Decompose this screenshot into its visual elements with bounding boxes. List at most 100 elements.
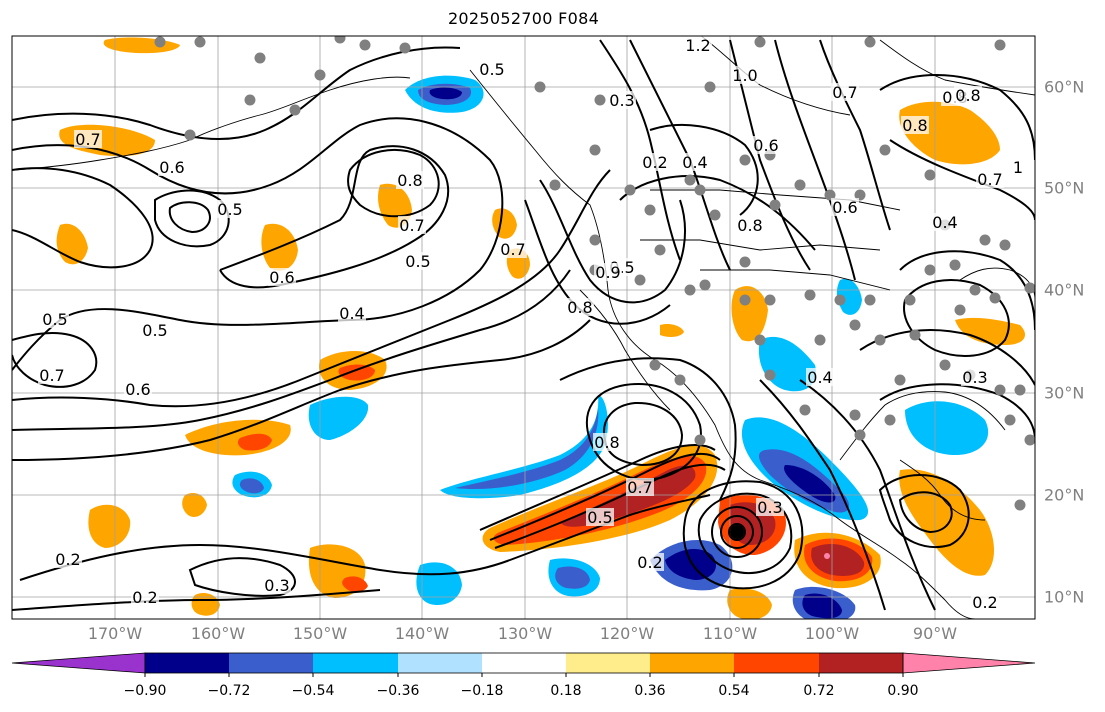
station-dot <box>589 234 601 246</box>
station-dot <box>1004 414 1016 426</box>
contour-label-bg <box>478 60 506 78</box>
contour-label-bg <box>41 310 69 328</box>
station-dot <box>854 429 866 441</box>
colorbar-tick-label: 0.36 <box>634 683 666 699</box>
lat-label: 30°N <box>1044 383 1085 403</box>
contour-label-bg <box>158 158 186 176</box>
station-dot <box>864 294 876 306</box>
contour-label-bg <box>636 553 664 571</box>
station-dot <box>684 284 696 296</box>
contour-label: 0.7 <box>399 216 424 235</box>
contour-label: 0.3 <box>609 91 634 110</box>
contour-label: 1 <box>1013 158 1023 177</box>
contour-label-bg <box>684 36 712 54</box>
station-dot <box>654 244 666 256</box>
colorbar-segment <box>229 653 313 673</box>
colorbar-extend-min <box>11 652 146 674</box>
contour-labels: 1.2 1.0 0.5 0.8 0.7 0.6 0.5 0.6 0.8 0.7 0.5 0.4 0.5 0… <box>38 36 1032 612</box>
station-dot <box>924 264 936 276</box>
contour-label: 1.2 <box>685 36 710 55</box>
station-dot <box>184 129 196 141</box>
contour-label-bg <box>1004 158 1032 176</box>
station-dot <box>969 284 981 296</box>
station-dot <box>674 374 686 386</box>
contour-label: 0.4 <box>339 304 364 323</box>
lat-label: 50°N <box>1044 178 1085 198</box>
colorbar-tick-label: −0.72 <box>207 683 251 699</box>
contour-label-bg <box>216 200 244 218</box>
station-dot <box>864 36 876 48</box>
contour-label: 0.6 <box>832 198 857 217</box>
contour-label: 0.8 <box>397 171 422 190</box>
contour-label-bg <box>831 83 859 101</box>
station-dot <box>699 279 711 291</box>
station-dot <box>764 369 776 381</box>
lon-label: 100°W <box>804 624 860 643</box>
lon-label: 170°W <box>87 624 143 643</box>
contour-label: 0.2 <box>55 550 80 569</box>
station-dot <box>894 374 906 386</box>
contour-label: 0.6 <box>159 158 184 177</box>
station-dot <box>879 144 891 156</box>
station-dot <box>1014 384 1026 396</box>
contour-label: 0.9 <box>595 263 620 282</box>
contour-label-bg <box>141 321 169 339</box>
station-dot <box>949 259 961 271</box>
station-dot <box>989 292 1001 304</box>
contour-label-bg <box>566 298 594 316</box>
station-dot <box>534 81 546 93</box>
station-dot <box>979 234 991 246</box>
contour-label-bg <box>806 368 834 386</box>
station-dot <box>909 329 921 341</box>
colorbar-tick-label: −0.54 <box>291 683 335 699</box>
contour-label: 0.7 <box>627 478 652 497</box>
station-dot <box>1024 282 1035 294</box>
station-markers <box>154 36 1035 511</box>
station-dot <box>624 184 636 196</box>
contour-label: 1.0 <box>732 66 757 85</box>
contour-label-bg <box>961 368 989 386</box>
contour-label-bg <box>263 576 291 594</box>
station-dot <box>924 169 936 181</box>
contour-label: 0.7 <box>500 240 525 259</box>
contour-label-bg <box>626 478 654 496</box>
station-dot <box>849 319 861 331</box>
coastlines <box>14 36 1035 619</box>
station-dot <box>824 189 836 201</box>
lon-label: 160°W <box>190 624 246 643</box>
contour-label-bg <box>954 86 982 104</box>
colorbar-segment <box>398 653 482 673</box>
station-dot <box>754 334 766 346</box>
contour-label: 0.5 <box>587 508 612 527</box>
contour-label-bg <box>38 366 66 384</box>
colorbar <box>11 652 1036 677</box>
lat-label: 10°N <box>1044 587 1085 607</box>
station-dot <box>764 294 776 306</box>
colorbar-tick-label: −0.18 <box>460 683 504 699</box>
colorbar-tick-label: 0.54 <box>718 683 750 699</box>
station-dot <box>904 294 916 306</box>
station-dot <box>549 179 561 191</box>
station-dot <box>954 304 966 316</box>
contour-label: 0.5 <box>217 200 242 219</box>
station-dot <box>684 174 696 186</box>
lat-label: 60°N <box>1044 77 1085 97</box>
station-dot <box>694 184 706 196</box>
contour-label: 0.7 <box>977 170 1002 189</box>
station-dot <box>589 144 601 156</box>
station-dot <box>849 409 861 421</box>
station-dot <box>939 359 951 371</box>
station-dot <box>739 294 751 306</box>
station-dot <box>644 204 656 216</box>
contour-label-bg <box>756 498 784 516</box>
colorbar-segment <box>734 653 819 673</box>
station-dot <box>739 154 751 166</box>
station-dot <box>314 69 326 81</box>
contour-label-bg <box>901 116 929 134</box>
contour-label-bg <box>593 433 621 451</box>
contour-label: 0.7 <box>75 130 100 149</box>
station-dot <box>634 274 646 286</box>
contour-label-bg <box>131 588 159 606</box>
contour-label-bg <box>338 304 366 322</box>
